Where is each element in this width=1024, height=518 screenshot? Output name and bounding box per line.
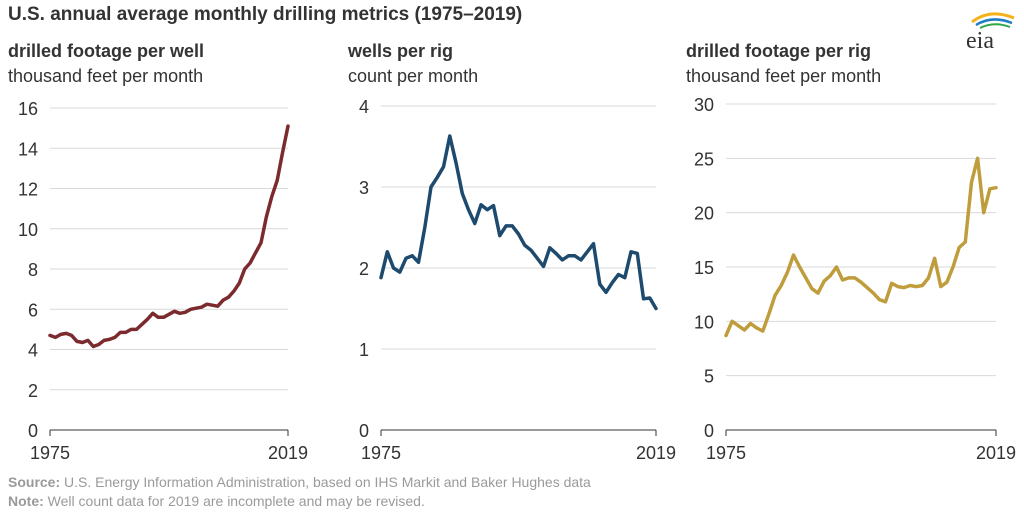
footnote-note: Note: Well count data for 2019 are incom… [8,493,425,509]
panel-3-ytick-label: 15 [694,258,714,278]
panel-3-xtick-label: 2019 [976,443,1016,463]
note-text: Well count data for 2019 are incomplete … [47,493,425,509]
source-label: Source: [8,474,61,490]
panel-2-ytick-label: 3 [359,178,369,198]
panel-2-series-line [379,134,658,311]
panel-3-ytick-label: 30 [694,95,714,115]
panel-1-ytick-label: 16 [18,99,38,119]
panel-3-ytick-label: 10 [694,312,714,332]
panel-1-ytick-label: 4 [28,341,38,361]
panel-2-xtick-label: 1975 [361,443,401,463]
panel-1-series-line [48,124,290,349]
panel-2-ytick-label: 0 [359,421,369,441]
panel-1-ytick-label: 8 [28,260,38,280]
panel-3-ytick-label: 25 [694,149,714,169]
panel-1-subtitle: thousand feet per month [8,66,204,86]
panel-2-ytick-label: 2 [359,259,369,279]
logo-wordmark: eia [966,28,994,54]
panel-3-subtitle: thousand feet per month [686,66,882,86]
panel-1-ytick-label: 6 [28,300,38,320]
panel-2-subtitle: count per month [348,66,479,86]
panel-3-ytick-label: 20 [694,204,714,224]
panel-2-title: wells per rig [348,41,454,61]
panel-1-ytick-label: 2 [28,381,38,401]
logo-arc-2 [975,18,1013,27]
panel-3-series-line [724,156,998,338]
panel-3-ytick-label: 5 [704,367,714,387]
panel-3-ytick-label: 0 [704,421,714,441]
source-text: U.S. Energy Information Administration, … [64,474,591,490]
panel-3-title: drilled footage per rig [686,41,872,61]
panel-1-ytick-label: 14 [18,139,38,159]
panel-1-xtick-label: 2019 [268,443,308,463]
source-note: Source: U.S. Energy Information Administ… [8,474,591,490]
panel-1-xtick-label: 1975 [30,443,70,463]
eia-logo: eia [958,8,1018,54]
chart-main-title: U.S. annual average monthly drilling met… [8,4,523,25]
panel-2-xtick-label: 2019 [636,443,676,463]
panel-1-ytick-label: 0 [28,421,38,441]
panel-1-title: drilled footage per well [8,41,205,61]
panel-1-ytick-label: 10 [18,220,38,240]
panel-2-ytick-label: 1 [359,340,369,360]
panel-1-ytick-label: 12 [18,180,38,200]
logo-arc-1 [971,12,1015,24]
logo-arc-3 [979,23,1011,29]
note-label: Note: [8,493,44,509]
panel-3-xtick-label: 1975 [706,443,746,463]
panel-2-ytick-label: 4 [359,97,369,117]
